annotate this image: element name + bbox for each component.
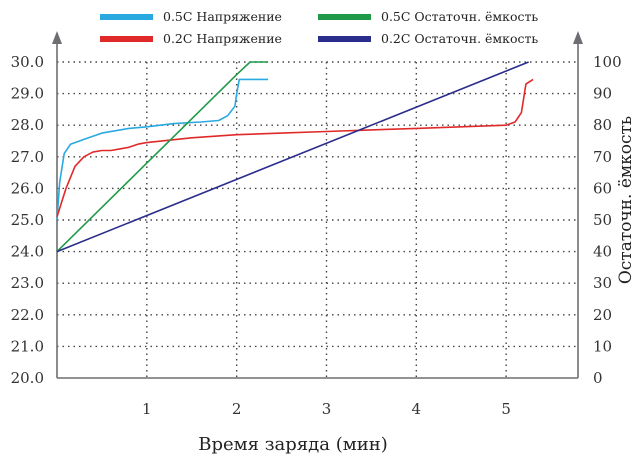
x-axis-label: Время заряда (мин) (198, 434, 387, 455)
x-tick-label: 5 (501, 400, 511, 418)
left-tick-label: 30.0 (11, 53, 44, 71)
left-tick-label: 28.0 (11, 116, 44, 134)
x-tick-label: 2 (232, 400, 242, 418)
right-tick-label: 20 (593, 306, 612, 324)
right-tick-label: 40 (593, 243, 612, 261)
right-tick-label: 80 (593, 116, 612, 134)
left-tick-label: 20.0 (11, 369, 44, 387)
x-tick-label: 3 (322, 400, 332, 418)
left-axis-arrow (52, 31, 62, 44)
right-tick-label: 50 (593, 211, 612, 229)
legend-label: 0.2C Напряжение (163, 31, 282, 46)
right-tick-label: 100 (593, 53, 622, 71)
legend-swatch (318, 14, 371, 20)
legend-label: 0.5C Напряжение (163, 9, 282, 24)
series-lines (56, 61, 534, 253)
series-line-3 (56, 61, 529, 253)
right-axis-label: Остаточн. ёмкость (616, 116, 636, 284)
right-tick-label: 70 (593, 148, 612, 166)
right-tick-label: 30 (593, 274, 612, 292)
series-line-1 (56, 78, 534, 218)
ticks: 20.0 21.0 22.0 23.0 24.0 25.0 26.0 27.0 28.0 29.0… (11, 53, 622, 418)
legend-label: 0.5C Остаточн. ёмкость (381, 9, 538, 24)
left-tick-label: 23.0 (11, 274, 44, 292)
right-tick-label: 60 (593, 179, 612, 197)
left-tick-label: 29.0 (11, 85, 44, 103)
right-tick-label: 10 (593, 337, 612, 355)
legend-swatch (318, 36, 371, 42)
axes (52, 31, 583, 379)
legend-swatch (100, 36, 153, 42)
left-tick-label: 24.0 (11, 243, 44, 261)
x-tick-label: 4 (412, 400, 422, 418)
left-tick-label: 21.0 (11, 337, 44, 355)
x-tick-label: 1 (142, 400, 152, 418)
left-tick-label: 22.0 (11, 306, 44, 324)
right-axis-arrow (573, 31, 583, 44)
series-line-2 (56, 61, 269, 253)
left-tick-label: 25.0 (11, 211, 44, 229)
legend: 0.5C Напряжение 0.2C Напряжение 0.5C Остат… (100, 9, 538, 46)
right-tick-label: 0 (593, 369, 603, 387)
right-tick-label: 90 (593, 85, 612, 103)
legend-label: 0.2C Остаточн. ёмкость (381, 31, 538, 46)
series-line-0 (56, 78, 269, 221)
legend-swatch (100, 14, 153, 20)
left-tick-label: 27.0 (11, 148, 44, 166)
left-tick-label: 26.0 (11, 179, 44, 197)
